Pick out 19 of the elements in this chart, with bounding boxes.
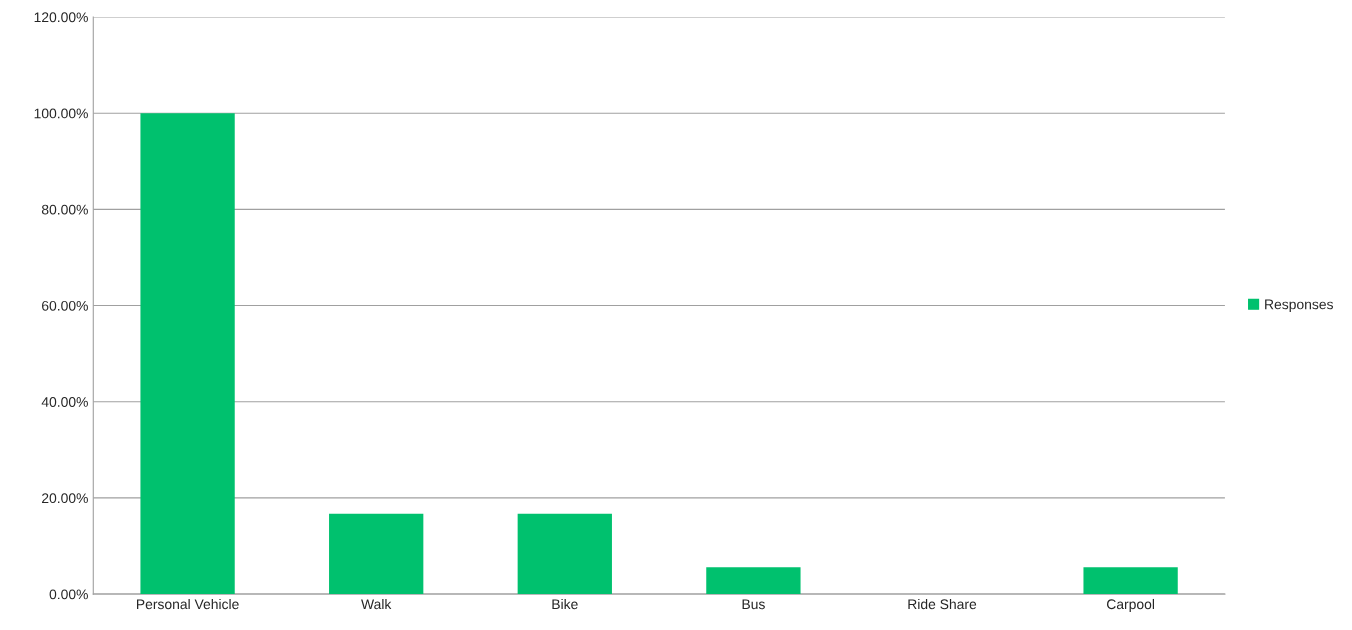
y-tick-label: 20.00%	[42, 493, 88, 504]
bar	[1083, 567, 1178, 595]
legend-label: Responses	[1265, 299, 1333, 313]
x-tick-label: Personal Vehicle	[137, 598, 239, 610]
x-tick-label: Ride Share	[908, 598, 977, 610]
x-tick-label: Carpool	[1107, 598, 1154, 612]
y-tick-label: 100.00%	[34, 108, 88, 119]
y-tick-label: 60.00%	[42, 300, 88, 311]
bar	[706, 567, 801, 595]
y-tick-label: 120.00%	[34, 12, 88, 23]
y-tick-label: 0.00%	[49, 589, 88, 600]
y-tick-label: 40.00%	[41, 397, 88, 407]
bar	[329, 513, 424, 595]
bar	[140, 113, 235, 595]
bar	[517, 513, 612, 595]
y-tick-label: 80.00%	[41, 204, 88, 215]
x-tick-label: Bus	[742, 599, 765, 610]
x-tick-label: Bike	[552, 598, 578, 610]
x-tick-label: Walk	[361, 598, 392, 610]
